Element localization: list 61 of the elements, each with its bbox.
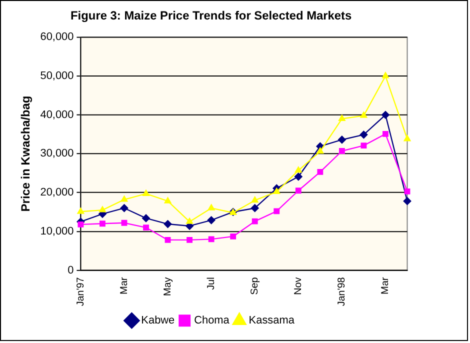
y-axis-title: Price in Kwacha/bag <box>18 96 32 212</box>
x-tick-label: Sep <box>250 276 261 295</box>
point <box>403 197 412 206</box>
point <box>338 148 345 154</box>
point <box>338 136 346 144</box>
point <box>120 196 128 202</box>
point <box>274 208 280 214</box>
point <box>360 142 367 149</box>
point <box>338 114 346 121</box>
point <box>294 172 302 181</box>
point <box>404 188 410 194</box>
point <box>360 130 368 139</box>
x-tick-label: Jul <box>206 277 218 290</box>
point <box>230 234 236 240</box>
point <box>164 197 172 204</box>
legend-label: Kabwe <box>141 314 175 327</box>
y-tick-label: 0 <box>68 264 74 276</box>
point <box>164 220 172 228</box>
point <box>273 188 280 194</box>
point <box>164 236 171 243</box>
point <box>294 166 302 173</box>
y-tick-label: 50,000 <box>40 70 74 82</box>
y-tick-label: 40,000 <box>40 108 74 121</box>
point <box>78 221 84 228</box>
point <box>382 72 390 78</box>
point <box>208 204 215 210</box>
point <box>100 220 106 227</box>
point <box>295 188 302 194</box>
y-tick-label: 20,000 <box>40 186 74 199</box>
point <box>121 220 128 226</box>
point <box>120 204 128 212</box>
legend-label: Kassama <box>248 314 296 327</box>
x-tick-label: Nov <box>293 277 304 295</box>
point <box>317 169 324 175</box>
point <box>98 206 106 212</box>
point <box>186 236 193 243</box>
x-tick-label: May <box>162 277 174 296</box>
point <box>208 236 214 242</box>
x-tick-label: Jan'97 <box>75 276 86 306</box>
point <box>251 196 258 203</box>
point <box>250 204 259 212</box>
point <box>316 147 324 154</box>
point <box>252 218 258 224</box>
point <box>382 110 390 119</box>
y-tick-label: 30,000 <box>40 148 74 160</box>
point <box>404 134 411 142</box>
x-tick-label: Jan'98 <box>336 276 348 306</box>
point <box>142 190 150 196</box>
chart-title: Figure 3: Maize Price Trends for Selected Markets <box>70 8 352 22</box>
x-tick-label: Mar <box>118 276 130 294</box>
point <box>77 208 84 214</box>
point <box>382 130 388 137</box>
y-tick-label: 60,000 <box>40 31 74 44</box>
x-tick-label: Mar <box>380 276 392 294</box>
point <box>207 216 216 224</box>
point <box>360 112 368 118</box>
point <box>142 214 150 222</box>
point <box>186 218 194 224</box>
legend-label: Choma <box>194 314 230 327</box>
point <box>143 224 149 230</box>
y-tick-label: 10,000 <box>40 225 74 238</box>
